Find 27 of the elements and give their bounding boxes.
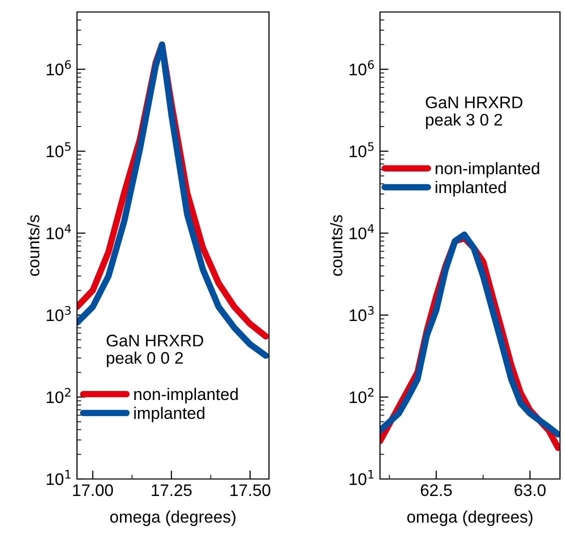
x-axis-title: omega (degrees)	[110, 510, 236, 526]
y-tick-label: 10$^{2}$	[46, 388, 70, 404]
y-tick-label: 10$^{5}$	[350, 142, 374, 158]
y-tick-label: 10$^{6}$	[46, 60, 71, 76]
x-tick-label: 63.0	[514, 484, 546, 496]
legend-label: implanted	[134, 406, 204, 422]
y-tick-label: 10$^{3}$	[350, 306, 374, 322]
legend-label: non-implanted	[134, 388, 238, 404]
y-tick-label: 10$^{4}$	[46, 224, 71, 240]
annotation: GaN HRXRD peak 3 0 2	[426, 96, 522, 129]
x-axis-title: omega (degrees)	[407, 510, 532, 526]
legend-label: implanted	[436, 180, 506, 197]
y-tick-label: 10$^{6}$	[350, 60, 374, 76]
y-tick-label: 10$^{1}$	[350, 470, 374, 486]
x-tick-label: 62.5	[420, 484, 452, 496]
x-tick-label: 17.50	[230, 484, 270, 496]
x-tick-label: 17.00	[73, 484, 113, 496]
y-tick-label: 10$^{4}$	[350, 224, 374, 240]
x-tick-label: 17.25	[152, 484, 192, 496]
y-axis-title: counts/s	[27, 215, 40, 276]
y-tick-label: 10$^{1}$	[46, 470, 71, 486]
y-axis-title: counts/s	[330, 215, 342, 276]
y-tick-label: 10$^{5}$	[46, 142, 71, 158]
y-tick-label: 10$^{2}$	[350, 388, 374, 404]
annotation: GaN HRXRD peak 0 0 2	[106, 334, 204, 368]
y-tick-label: 10$^{3}$	[46, 306, 71, 322]
legend-label: non-implanted	[436, 162, 540, 178]
